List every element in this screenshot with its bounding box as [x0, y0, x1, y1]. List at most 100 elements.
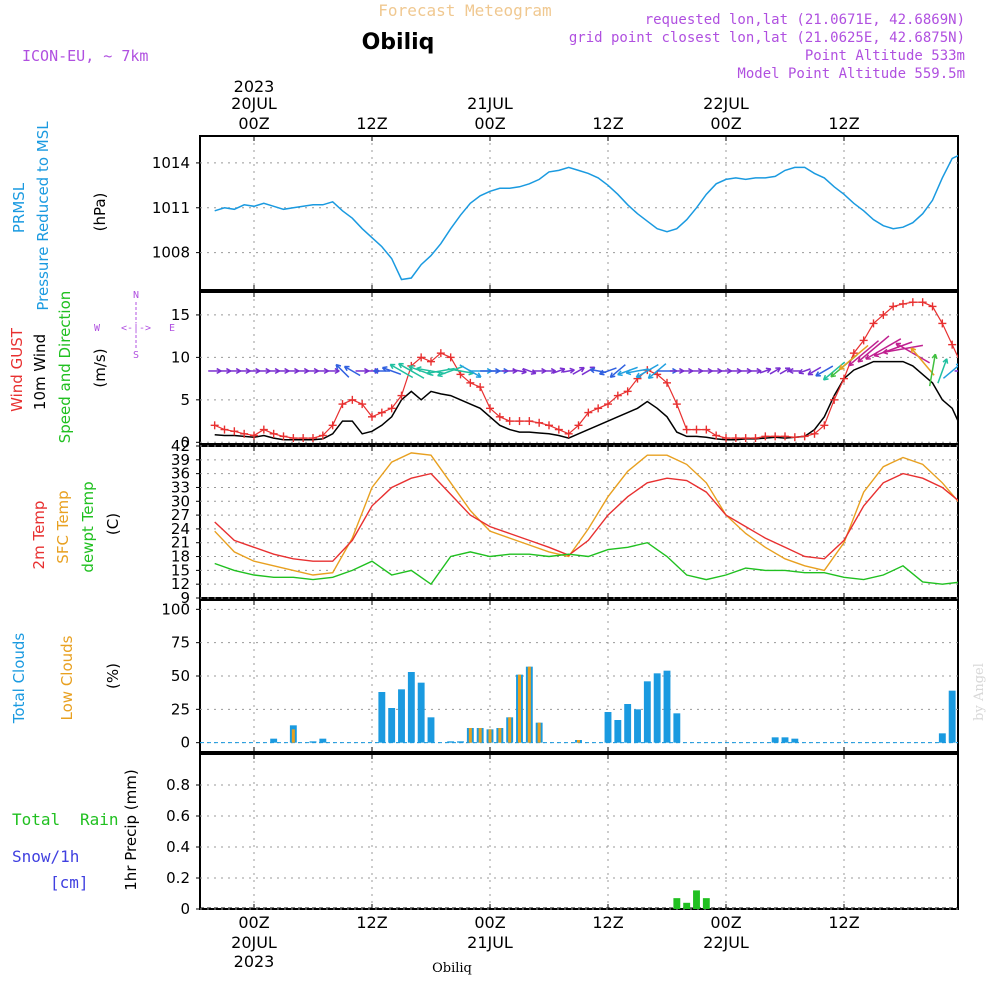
clouds-unit: (%): [104, 663, 122, 689]
precipitation-ytick-label: 0: [180, 900, 190, 918]
wind-arrow-shaft: [937, 358, 948, 384]
wind-arrow-head: [334, 367, 340, 372]
temperature-ytick-label: 12: [171, 575, 190, 593]
gust-marker: [279, 432, 288, 441]
cloud-total-bar: [959, 721, 966, 742]
wind-arrow-head: [389, 364, 394, 370]
gust-marker: [830, 395, 839, 404]
wind-arrow: [848, 340, 880, 367]
wind-arrow: [730, 367, 742, 375]
wind-ytick-label: 10: [171, 348, 190, 366]
gust-marker: [761, 432, 770, 441]
bottom-year: 2023: [234, 952, 275, 971]
wind-arrow-head: [895, 343, 900, 349]
gust-marker: [613, 391, 622, 400]
gust-marker: [417, 353, 426, 362]
gust-marker: [289, 434, 298, 443]
wind-arrow-shaft: [873, 341, 913, 357]
gust-marker: [918, 298, 927, 307]
wind-arrow: [562, 367, 575, 374]
compass-ew-arrows: <-|->: [121, 323, 151, 334]
wind-arrow: [700, 367, 713, 375]
cloud-low-bar: [577, 740, 580, 743]
wind-arrow: [572, 366, 585, 375]
clouds-ytick-label: 50: [171, 667, 190, 685]
bottom-date-20jul: 20JUL: [231, 933, 277, 952]
panel-clouds: 0 25 50 75 100: [161, 599, 959, 753]
gust-marker: [849, 349, 858, 358]
wind-arrow: [326, 367, 340, 375]
wind-arrow-head: [765, 367, 771, 370]
wind-arrow-head: [823, 378, 829, 381]
wind-arrow-head: [335, 364, 339, 370]
cloud-total-bar: [653, 673, 661, 743]
temp-sfc-line: [214, 452, 958, 576]
temperature-ytick-label: 39: [171, 451, 190, 469]
wind-arrow-head: [955, 363, 958, 366]
wind-arrow: [759, 367, 772, 374]
wind-arrow: [710, 367, 723, 375]
cloud-total-bar: [771, 737, 779, 743]
wind-arrow: [788, 367, 801, 375]
wind-arrow-head: [848, 363, 854, 367]
cloud-low-bar: [291, 729, 295, 743]
cloud-low-bar: [498, 728, 502, 743]
gust-marker: [318, 431, 327, 440]
cloud-total-bar: [791, 738, 799, 743]
wind-arrow-shaft: [562, 369, 575, 373]
bottom-date-22jul: 22JUL: [703, 933, 749, 952]
top-tick-5: 12Z: [828, 114, 859, 133]
gust-marker: [879, 310, 888, 319]
wind-arrow: [609, 364, 626, 379]
gust-marker: [958, 362, 966, 370]
gust-marker: [505, 417, 514, 426]
precip-rain-label-total: Total: [12, 810, 60, 829]
bottom-tick-1: 12Z: [356, 913, 387, 932]
gust-marker: [564, 429, 573, 438]
wind-arrow: [437, 365, 464, 378]
gust-marker: [859, 336, 868, 345]
cloud-total-bar: [604, 712, 612, 743]
pressure-label-prmsl: PRMSL: [10, 182, 28, 233]
wind-arrow: [278, 367, 290, 375]
wind-arrow-head: [416, 367, 421, 373]
pressure-line: [214, 154, 958, 281]
wind-arrow-shaft: [839, 344, 869, 370]
wind-arrow-head: [965, 369, 969, 371]
wind-arrow: [865, 338, 902, 360]
top-year: 2023: [234, 77, 275, 96]
compass-s: S: [133, 350, 139, 361]
wind-arrow-shaft: [857, 335, 890, 363]
cloud-total-bar: [319, 738, 327, 743]
clouds-ytick-label: 75: [171, 634, 190, 652]
cloud-low-bar: [508, 717, 512, 743]
temp-sfc-label: SFC Temp: [54, 490, 72, 563]
bottom-tick-3: 12Z: [592, 913, 623, 932]
wind-arrow: [954, 369, 969, 373]
cloud-total-bar: [948, 690, 956, 743]
wind-arrow-shaft: [344, 365, 361, 377]
bottom-tick-2: 00Z: [474, 913, 505, 932]
wind-arrow-head: [965, 371, 969, 373]
wind-arrow: [343, 365, 361, 377]
gust-marker: [210, 421, 219, 430]
wind-arrow-shaft: [552, 368, 565, 374]
wind-arrow: [512, 368, 527, 375]
wind-arrow-shaft: [389, 363, 414, 379]
gust-marker: [368, 412, 376, 421]
cloud-total-bar: [417, 682, 425, 743]
wind-arrow: [873, 341, 913, 358]
gust-marker: [672, 400, 681, 409]
wind-arrow-head: [830, 375, 837, 378]
cloud-low-bar: [488, 729, 492, 743]
gust-marker: [250, 431, 258, 440]
gust-marker: [358, 400, 367, 409]
wind-arrow-head: [521, 368, 527, 373]
wind-arrow-shaft: [522, 367, 537, 375]
wind-arrow-head: [477, 372, 482, 378]
wind-arrow-head: [589, 368, 595, 374]
wind-arrow: [857, 335, 890, 363]
cloud-total-bar: [398, 689, 405, 743]
gust-marker: [840, 374, 848, 383]
pressure-frame: [199, 135, 959, 291]
